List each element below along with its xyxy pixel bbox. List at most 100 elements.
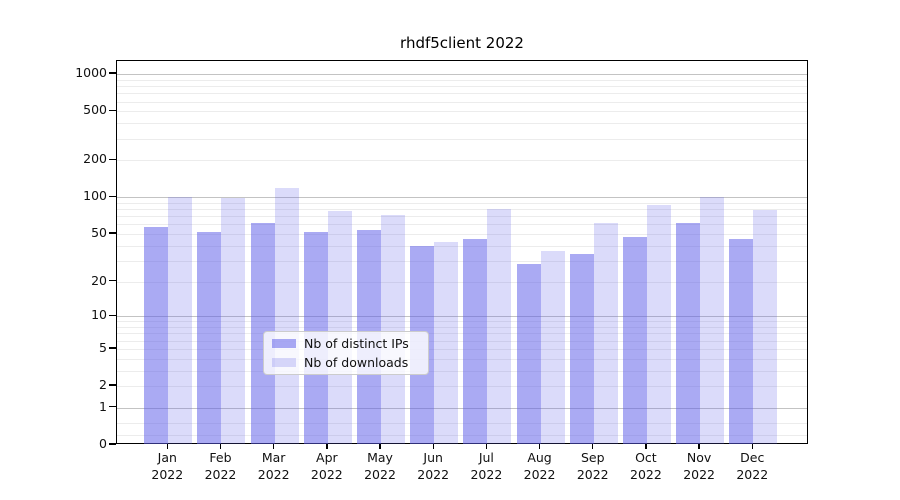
- minor-gridline: [117, 348, 807, 350]
- y-tick-mark: [109, 347, 116, 349]
- bar-downloads: [221, 198, 246, 444]
- minor-gridline: [117, 260, 807, 262]
- minor-gridline: [117, 86, 807, 88]
- bar-downloads: [168, 197, 193, 444]
- x-tick-mark: [432, 444, 434, 449]
- y-tick-label: 2: [99, 377, 107, 393]
- legend: Nb of distinct IPs Nb of downloads: [263, 331, 429, 375]
- x-tick-label: Nov 2022: [683, 450, 715, 482]
- bar-downloads: [274, 188, 299, 444]
- minor-gridline: [117, 386, 807, 388]
- minor-gridline: [117, 233, 807, 235]
- y-tick-label: 500: [83, 102, 107, 118]
- bar-downloads: [381, 215, 406, 444]
- y-tick-label: 5: [99, 339, 107, 355]
- minor-gridline: [117, 435, 807, 437]
- bar-distinct-ips: [676, 223, 701, 444]
- minor-gridline: [117, 224, 807, 226]
- minor-gridline: [117, 370, 807, 372]
- x-tick-label: Dec 2022: [736, 450, 769, 482]
- bar-distinct-ips: [463, 239, 488, 444]
- minor-gridline: [117, 138, 807, 140]
- bar-distinct-ips: [516, 264, 541, 444]
- x-tick-mark: [219, 444, 222, 449]
- legend-label-distinct-ips: Nb of distinct IPs: [304, 336, 409, 351]
- minor-gridline: [117, 340, 807, 342]
- x-tick-label: May 2022: [364, 450, 396, 482]
- bar-distinct-ips: [197, 231, 222, 444]
- bar-distinct-ips: [729, 239, 754, 444]
- y-tick-mark: [109, 195, 116, 197]
- minor-gridline: [117, 327, 807, 329]
- y-tick-label: 0: [99, 436, 107, 451]
- bar-downloads: [646, 205, 671, 444]
- y-tick-label: 10: [91, 307, 107, 323]
- y-tick-mark: [109, 232, 116, 234]
- minor-gridline: [117, 202, 807, 204]
- x-tick-mark: [538, 444, 541, 449]
- x-tick-mark: [485, 444, 488, 449]
- y-tick-label: 20: [91, 272, 107, 288]
- bar-downloads: [700, 196, 725, 444]
- y-tick-mark: [109, 314, 116, 316]
- y-tick-mark: [109, 279, 116, 282]
- x-tick-label: Feb 2022: [204, 450, 237, 482]
- y-tick-label: 1: [99, 398, 107, 414]
- x-tick-mark: [698, 444, 700, 449]
- minor-gridline: [117, 160, 807, 162]
- x-tick-label: Jun 2022: [417, 450, 450, 482]
- legend-row-distinct-ips: Nb of distinct IPs: [272, 336, 420, 351]
- y-tick-mark: [109, 406, 116, 408]
- minor-gridline: [117, 111, 807, 113]
- bar-downloads: [487, 209, 512, 444]
- legend-row-downloads: Nb of downloads: [272, 355, 420, 370]
- minor-gridline: [117, 79, 807, 81]
- major-gridline: [117, 197, 807, 199]
- minor-gridline: [117, 101, 807, 103]
- bar-downloads: [434, 241, 459, 444]
- bar-downloads: [593, 223, 618, 444]
- y-tick-mark: [109, 109, 116, 111]
- bar-downloads: [753, 210, 778, 444]
- x-tick-label: Sep 2022: [576, 450, 609, 482]
- minor-gridline: [117, 358, 807, 360]
- minor-gridline: [117, 333, 807, 335]
- major-gridline: [117, 316, 807, 318]
- major-gridline: [117, 74, 807, 76]
- bar-downloads: [540, 251, 565, 444]
- bar-distinct-ips: [144, 227, 169, 444]
- x-tick-mark: [272, 444, 275, 449]
- legend-label-downloads: Nb of downloads: [304, 355, 409, 370]
- x-tick-mark: [379, 444, 381, 449]
- bar-distinct-ips: [569, 254, 594, 444]
- x-tick-mark: [592, 444, 594, 449]
- x-tick-mark: [326, 444, 328, 449]
- x-tick-mark: [751, 444, 753, 449]
- y-tick-label: 200: [83, 151, 107, 167]
- y-tick-mark: [109, 384, 116, 386]
- minor-gridline: [117, 281, 807, 283]
- y-tick-mark: [109, 72, 116, 74]
- y-tick-label: 50: [91, 224, 107, 240]
- y-tick-mark: [109, 158, 116, 160]
- minor-gridline: [117, 321, 807, 323]
- x-tick-label: Apr 2022: [310, 450, 343, 482]
- y-tick-mark: [109, 443, 116, 445]
- y-tick-label: 100: [83, 188, 107, 204]
- x-tick-label: Jul 2022: [470, 450, 503, 482]
- chart-title: rhdf5client 2022: [400, 34, 524, 52]
- legend-swatch-downloads-icon: [272, 358, 296, 367]
- plot-area: [116, 60, 808, 444]
- x-tick-mark: [166, 444, 168, 449]
- minor-gridline: [117, 209, 807, 211]
- x-tick-label: Aug 2022: [523, 450, 556, 482]
- minor-gridline: [117, 245, 807, 247]
- minor-gridline: [117, 216, 807, 218]
- minor-gridline: [117, 123, 807, 125]
- bar-downloads: [327, 211, 352, 444]
- y-tick-label: 1000: [75, 65, 107, 81]
- bar-distinct-ips: [622, 237, 647, 444]
- minor-gridline: [117, 423, 807, 425]
- legend-swatch-distinct-ips-icon: [272, 339, 296, 348]
